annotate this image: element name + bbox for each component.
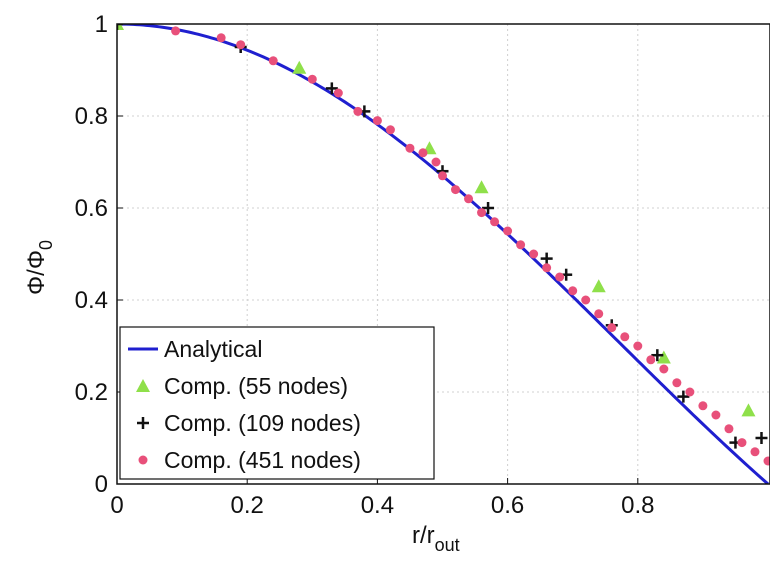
legend-symbol-1 (136, 379, 150, 392)
series-3-point-8 (385, 125, 395, 135)
series-3-point-12 (438, 171, 447, 181)
legend: Analytical Comp. (55 nodes) Comp. (109 nod… (119, 326, 435, 480)
series-3-point-9 (405, 143, 415, 153)
series-3-point-7 (372, 116, 382, 126)
y-tick-label-0: 0 (95, 471, 108, 498)
x-tick-label-1: 0.2 (231, 492, 264, 519)
x-axis-label: r/rout (412, 522, 460, 555)
series-3-point-1 (216, 33, 226, 43)
series-3-point-25 (607, 323, 617, 333)
legend-symbol-3 (138, 455, 148, 465)
series-3-point-22 (568, 286, 578, 296)
series-2-point-5 (482, 202, 495, 214)
series-1-point-4 (591, 279, 606, 293)
x-tick-label-3: 0.6 (491, 492, 524, 519)
y-axis-label-sub: 0 (36, 240, 56, 250)
series-3-point-36 (750, 447, 760, 457)
series-2-point-12 (755, 432, 768, 444)
series-3-point-10 (418, 148, 428, 158)
series-3-point-13 (451, 185, 461, 195)
series-3-point-28 (646, 355, 656, 365)
series-3-point-26 (620, 332, 630, 342)
series-3-point-35 (737, 438, 747, 448)
series-1-point-6 (741, 403, 756, 417)
y-axis-label-main: Φ/Φ (23, 250, 50, 295)
series-3-point-14 (464, 194, 474, 204)
series-2-point-9 (651, 349, 664, 362)
y-axis-label: Φ/Φ0 (23, 240, 56, 295)
y-tick-label-5: 1 (95, 11, 108, 38)
series-3-point-4 (307, 74, 317, 84)
legend-label-1: Comp. (55 nodes) (164, 373, 348, 399)
series-3-point-3 (268, 56, 278, 66)
series-3-point-34 (724, 424, 734, 434)
series-3-point-18 (516, 240, 526, 250)
y-tick-label-4: 0.8 (75, 103, 108, 130)
x-axis-label-main: r/r (412, 522, 435, 549)
legend-entry-2: Comp. (109 nodes) (137, 410, 361, 436)
legend-label-2: Comp. (109 nodes) (164, 410, 361, 436)
grid (117, 24, 770, 484)
series-3-point-31 (685, 387, 695, 397)
y-tick-label-3: 0.6 (75, 195, 108, 222)
x-axis-label-sub: out (435, 535, 460, 555)
series-3-point-24 (594, 309, 604, 319)
legend-label-0: Analytical (164, 336, 262, 362)
y-tick-label-1: 0.2 (75, 379, 108, 406)
series-3-point-0 (171, 26, 181, 36)
series-3-point-30 (672, 378, 682, 388)
x-tick-label-4: 0.8 (621, 492, 654, 519)
series-3-point-32 (698, 401, 708, 411)
series-3-point-21 (555, 272, 565, 282)
legend-box (119, 326, 435, 480)
legend-entry-1: Comp. (55 nodes) (136, 373, 348, 399)
series-3-point-29 (659, 364, 669, 374)
series-3-point-6 (353, 106, 363, 116)
series-2-point-10 (677, 390, 690, 403)
series-3-point-19 (529, 249, 539, 259)
series-3-point-11 (431, 157, 441, 167)
series-1-point-3 (474, 180, 489, 194)
legend-entry-0: Analytical (128, 336, 262, 362)
series-1-point-0 (117, 24, 124, 30)
series-3-point-23 (581, 295, 591, 305)
series-2-point-6 (540, 252, 553, 265)
legend-entry-3: Comp. (451 nodes) (138, 447, 361, 473)
series-3-point-20 (542, 263, 552, 273)
series-1-point-5 (656, 350, 671, 364)
series-1-point-1 (292, 60, 307, 74)
x-tick-label-2: 0.4 (361, 492, 394, 519)
series-3-point-33 (711, 410, 721, 420)
series-layer (117, 24, 770, 484)
series-3-point-17 (503, 226, 513, 236)
series-3-point-16 (490, 217, 500, 227)
plot-frame (116, 23, 770, 485)
series-3-point-37 (763, 456, 770, 466)
legend-label-3: Comp. (451 nodes) (164, 447, 361, 473)
y-tick-label-2: 0.4 (75, 287, 108, 314)
series-2-point-2 (325, 82, 338, 95)
series-3-point-27 (633, 341, 643, 351)
series-3-point-2 (236, 40, 246, 50)
series-3-point-15 (477, 208, 487, 218)
ticks: 0 0.2 0.4 0.6 0.8 0 0.2 0.4 0.6 0.8 1 (75, 11, 655, 519)
series-3-point-5 (333, 88, 343, 98)
legend-symbol-2 (137, 417, 149, 429)
x-tick-label-0: 0 (110, 492, 123, 519)
